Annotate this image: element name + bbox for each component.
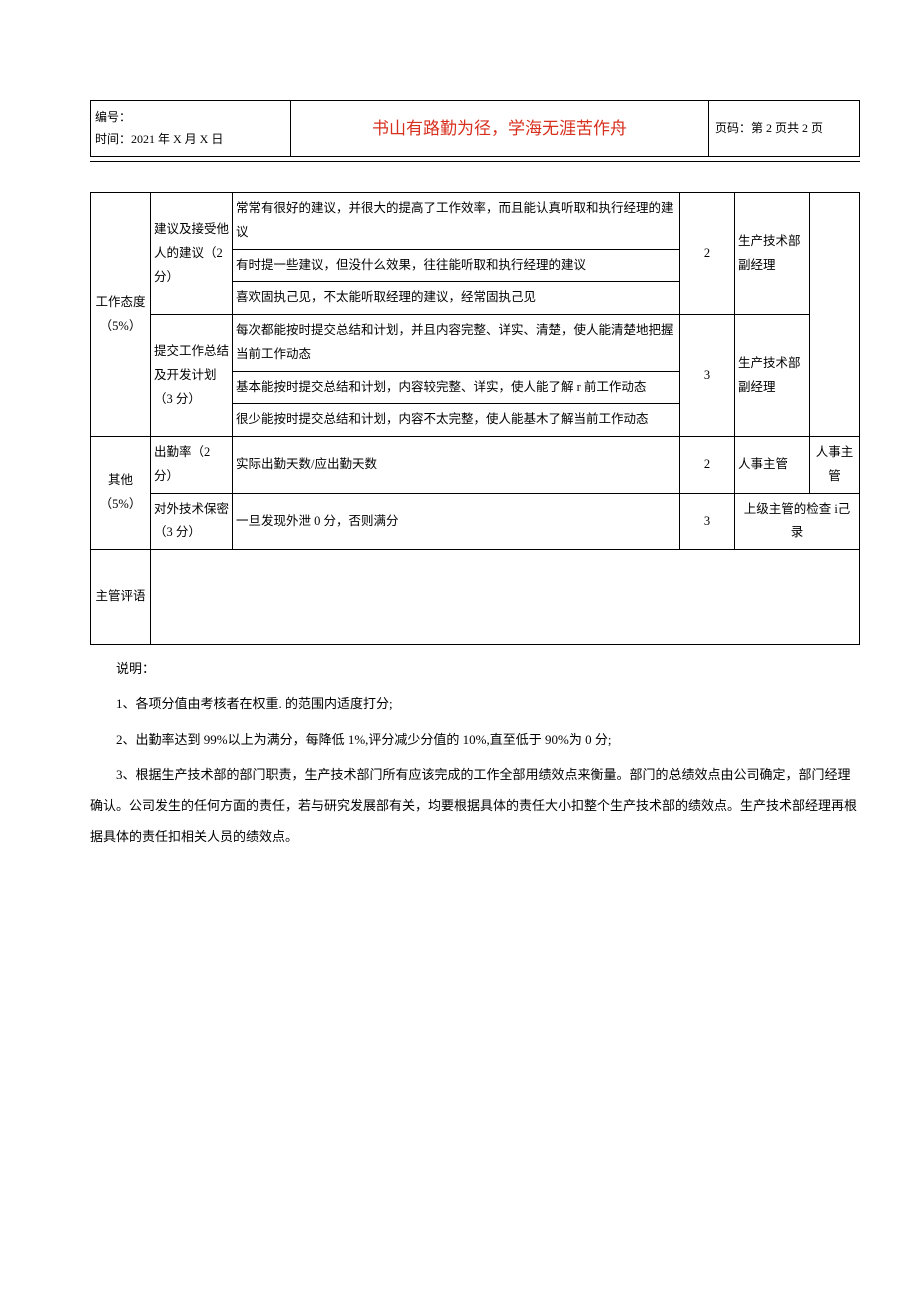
category-cell: 工作态度（5%） bbox=[91, 193, 151, 437]
desc-cell: 很少能按时提交总结和计划，内容不太完整，使人能基木了解当前工作动态 bbox=[233, 404, 680, 437]
score-cell: 2 bbox=[680, 193, 735, 315]
page-header-box: 编号： 时间：2021 年 X 月 X 日 书山有路勤为径，学海无涯苦作舟 页码… bbox=[90, 100, 860, 157]
table-row: 其他（5%） 出勤率（2分） 实际出勤天数/应出勤天数 2 人事主管 人事主管 bbox=[91, 437, 860, 494]
doc-time-label: 时间：2021 年 X 月 X 日 bbox=[95, 129, 286, 151]
score-cell: 3 bbox=[680, 315, 735, 437]
header-left: 编号： 时间：2021 年 X 月 X 日 bbox=[91, 101, 291, 156]
score-cell: 2 bbox=[680, 437, 735, 494]
desc-cell: 基本能按时提交总结和计划，内容较完整、详实，使人能了解 r 前工作动态 bbox=[233, 371, 680, 404]
notes-title: 说明： bbox=[90, 653, 860, 684]
header-rule bbox=[90, 161, 860, 162]
subitem-cell: 对外技术保密（3 分） bbox=[151, 493, 233, 550]
table-row: 对外技术保密（3 分） 一旦发现外泄 0 分，否则满分 3 上级主管的检查 i己… bbox=[91, 493, 860, 550]
source-cell: 生产技术部副经理 bbox=[735, 193, 810, 315]
desc-cell: 一旦发现外泄 0 分，否则满分 bbox=[233, 493, 680, 550]
note-item: 1、各项分值由考核者在权重. 的范围内适度打分; bbox=[90, 688, 860, 719]
extra-cell: 人事主管 bbox=[810, 437, 860, 494]
table-row: 提交工作总结及开发计划（3 分） 每次都能按时提交总结和计划，并且内容完整、详实… bbox=[91, 315, 860, 372]
table-row: 主管评语 bbox=[91, 550, 860, 645]
subitem-cell: 建议及接受他人的建议（2 分） bbox=[151, 193, 233, 315]
score-cell: 3 bbox=[680, 493, 735, 550]
table-row: 工作态度（5%） 建议及接受他人的建议（2 分） 常常有很好的建议，并很大的提高… bbox=[91, 193, 860, 250]
note-item: 2、出勤率达到 99%以上为满分，每降低 1%,评分减少分值的 10%,直至低于… bbox=[90, 724, 860, 755]
source-cell: 人事主管 bbox=[735, 437, 810, 494]
subitem-cell: 出勤率（2分） bbox=[151, 437, 233, 494]
desc-cell: 每次都能按时提交总结和计划，并且内容完整、详实、清楚，使人能清楚地把握当前工作动… bbox=[233, 315, 680, 372]
subitem-cell: 提交工作总结及开发计划（3 分） bbox=[151, 315, 233, 437]
desc-cell: 喜欢固执己见，不太能听取经理的建议，经常固执己见 bbox=[233, 282, 680, 315]
category-cell: 其他（5%） bbox=[91, 437, 151, 550]
notes-section: 说明： 1、各项分值由考核者在权重. 的范围内适度打分; 2、出勤率达到 99%… bbox=[90, 653, 860, 852]
desc-cell: 常常有很好的建议，并很大的提高了工作效率，而且能认真听取和执行经理的建议 bbox=[233, 193, 680, 250]
note-item: 3、根据生产技术部的部门职责，生产技术部门所有应该完成的工作全部用绩效点来衡量。… bbox=[90, 759, 860, 853]
desc-cell: 有时提一些建议，但没什么效果，往往能听取和执行经理的建议 bbox=[233, 249, 680, 282]
comment-label-cell: 主管评语 bbox=[91, 550, 151, 645]
header-page-number: 页码：第 2 页共 2 页 bbox=[709, 101, 859, 156]
comment-value-cell bbox=[151, 550, 860, 645]
source-cell: 生产技术部副经理 bbox=[735, 315, 810, 437]
desc-cell: 实际出勤天数/应出勤天数 bbox=[233, 437, 680, 494]
doc-number-label: 编号： bbox=[95, 107, 286, 129]
extra-cell bbox=[810, 193, 860, 437]
source-cell: 上级主管的检查 i己录 bbox=[735, 493, 860, 550]
header-motto: 书山有路勤为径，学海无涯苦作舟 bbox=[291, 101, 709, 156]
evaluation-table: 工作态度（5%） 建议及接受他人的建议（2 分） 常常有很好的建议，并很大的提高… bbox=[90, 192, 860, 645]
